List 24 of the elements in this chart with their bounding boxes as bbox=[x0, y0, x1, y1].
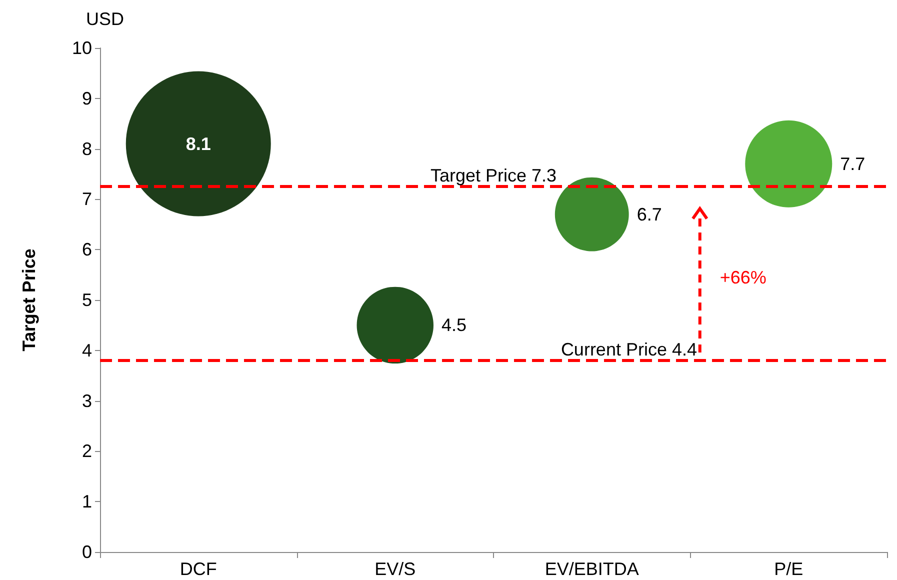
data-label: 4.5 bbox=[441, 315, 467, 336]
y-tick-label: 9 bbox=[82, 88, 92, 108]
data-label: 7.7 bbox=[840, 154, 866, 174]
x-tick-label: EV/EBITDA bbox=[544, 559, 639, 579]
ref-line-label: Current Price 4.4 bbox=[560, 339, 697, 360]
y-tick-label: 8 bbox=[82, 138, 92, 159]
x-tick-label: P/E bbox=[774, 559, 804, 579]
data-label: 8.1 bbox=[186, 134, 211, 154]
annotation: +66% bbox=[720, 268, 766, 288]
y-tick-label: 3 bbox=[82, 390, 92, 411]
y-tick-label: 10 bbox=[72, 38, 92, 58]
text: USD bbox=[86, 9, 124, 29]
x-tick-label: DCF bbox=[180, 559, 217, 579]
x-tick-label: EV/S bbox=[374, 559, 416, 579]
y-axis-title: Target Price bbox=[19, 248, 39, 352]
y-tick-label: 4 bbox=[82, 340, 92, 360]
y-tick-label: 7 bbox=[82, 189, 92, 210]
ref-line-label: Target Price 7.3 bbox=[430, 166, 557, 186]
data-label: 6.7 bbox=[636, 204, 662, 224]
y-tick-label: 5 bbox=[82, 290, 92, 310]
y-tick-label: 6 bbox=[82, 240, 92, 260]
y-tick-label: 0 bbox=[82, 542, 92, 562]
y-tick-label: 1 bbox=[82, 492, 92, 512]
y-tick-label: 2 bbox=[82, 441, 92, 462]
